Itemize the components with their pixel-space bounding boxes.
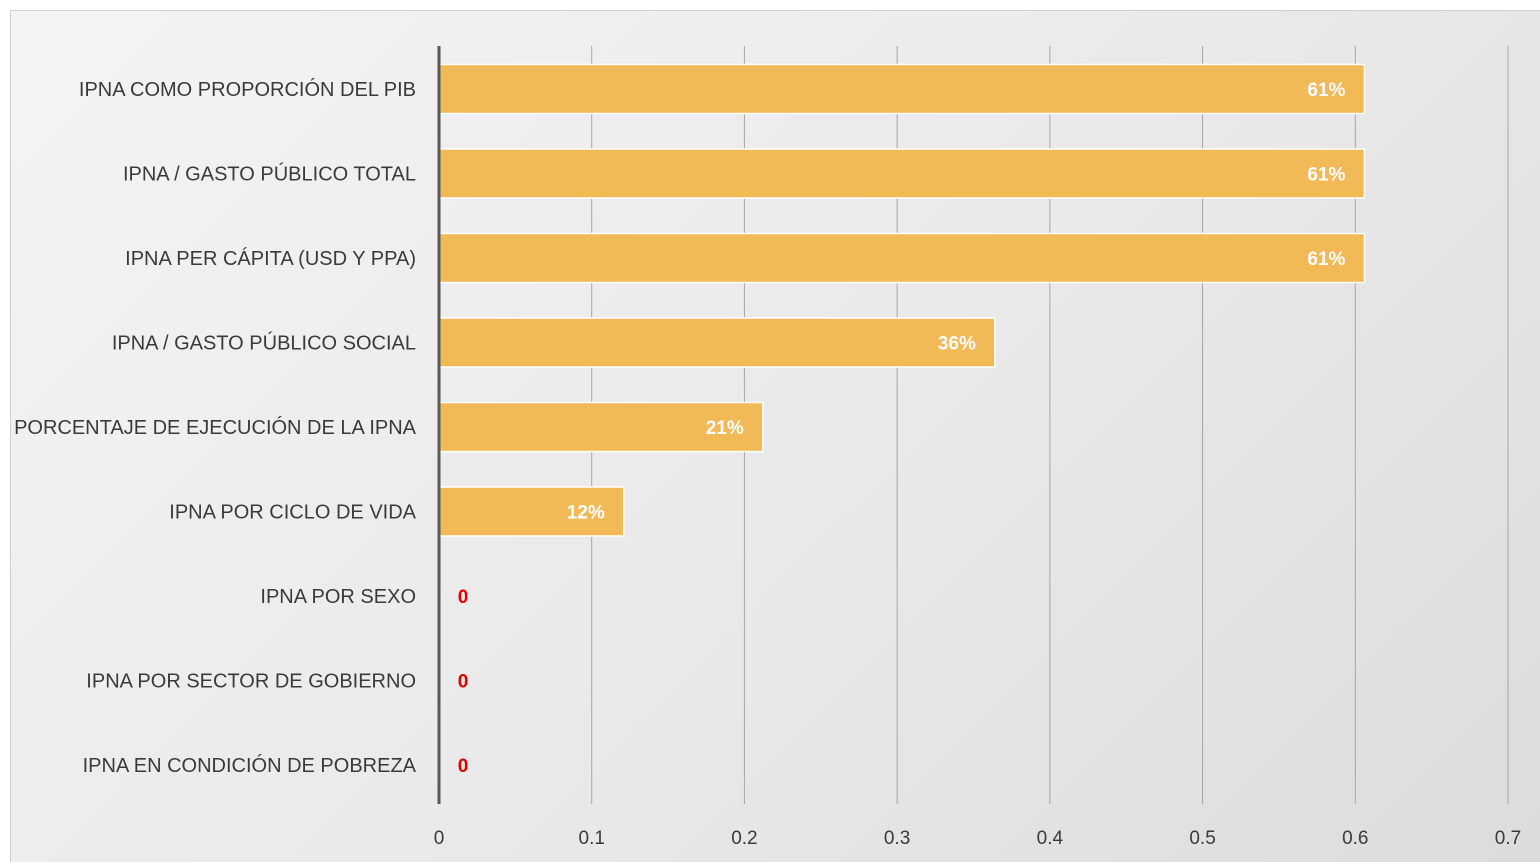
- category-label: IPNA POR SEXO: [260, 586, 416, 608]
- data-label: 61%: [1307, 80, 1345, 101]
- data-label: 21%: [706, 418, 744, 439]
- bars: [438, 63, 1366, 537]
- category-label: IPNA EN CONDICIÓN DE POBREZA: [83, 754, 417, 777]
- data-label: 61%: [1307, 249, 1345, 270]
- category-label: IPNA COMO PROPORCIÓN DEL PIB: [79, 78, 416, 101]
- chart-panel: IPNA COMO PROPORCIÓN DEL PIB IPNA / GASTO…: [10, 10, 1540, 862]
- x-tick-label: 0.2: [731, 828, 757, 849]
- bar-chart: IPNA COMO PROPORCIÓN DEL PIB IPNA / GASTO…: [14, 46, 1522, 849]
- data-label: 0: [458, 756, 469, 777]
- x-tick-label: 0.5: [1189, 828, 1215, 849]
- category-labels: IPNA COMO PROPORCIÓN DEL PIB IPNA / GASTO…: [14, 78, 417, 777]
- x-tick-labels: 0 0.1 0.2 0.3 0.4 0.5 0.6 0.7: [434, 828, 1522, 849]
- data-label: 36%: [938, 334, 976, 355]
- category-label: PORCENTAJE DE EJECUCIÓN DE LA IPNA: [14, 416, 417, 439]
- category-label: IPNA POR SECTOR DE GOBIERNO: [86, 671, 416, 693]
- category-label: IPNA / GASTO PÚBLICO SOCIAL: [112, 332, 416, 355]
- data-label: 61%: [1307, 165, 1345, 186]
- x-tick-label: 0.1: [579, 828, 605, 849]
- x-tick-label: 0.7: [1495, 828, 1521, 849]
- data-label: 0: [458, 587, 469, 608]
- category-label: IPNA PER CÁPITA (USD Y PPA): [125, 247, 416, 270]
- data-label: 12%: [567, 503, 605, 524]
- bar: [438, 317, 996, 368]
- x-tick-label: 0.3: [884, 828, 910, 849]
- bar: [438, 232, 1366, 284]
- bar: [438, 486, 625, 537]
- x-tick-label: 0: [434, 828, 445, 849]
- bar: [438, 63, 1366, 115]
- category-label: IPNA POR CICLO DE VIDA: [169, 502, 416, 524]
- x-tick-label: 0.4: [1037, 828, 1064, 849]
- bar: [438, 148, 1366, 199]
- data-label: 0: [458, 672, 469, 693]
- data-labels: 61% 61% 61% 36% 21% 12% 0 0 0: [458, 80, 1346, 777]
- category-label: IPNA / GASTO PÚBLICO TOTAL: [123, 163, 416, 186]
- x-tick-label: 0.6: [1342, 828, 1368, 849]
